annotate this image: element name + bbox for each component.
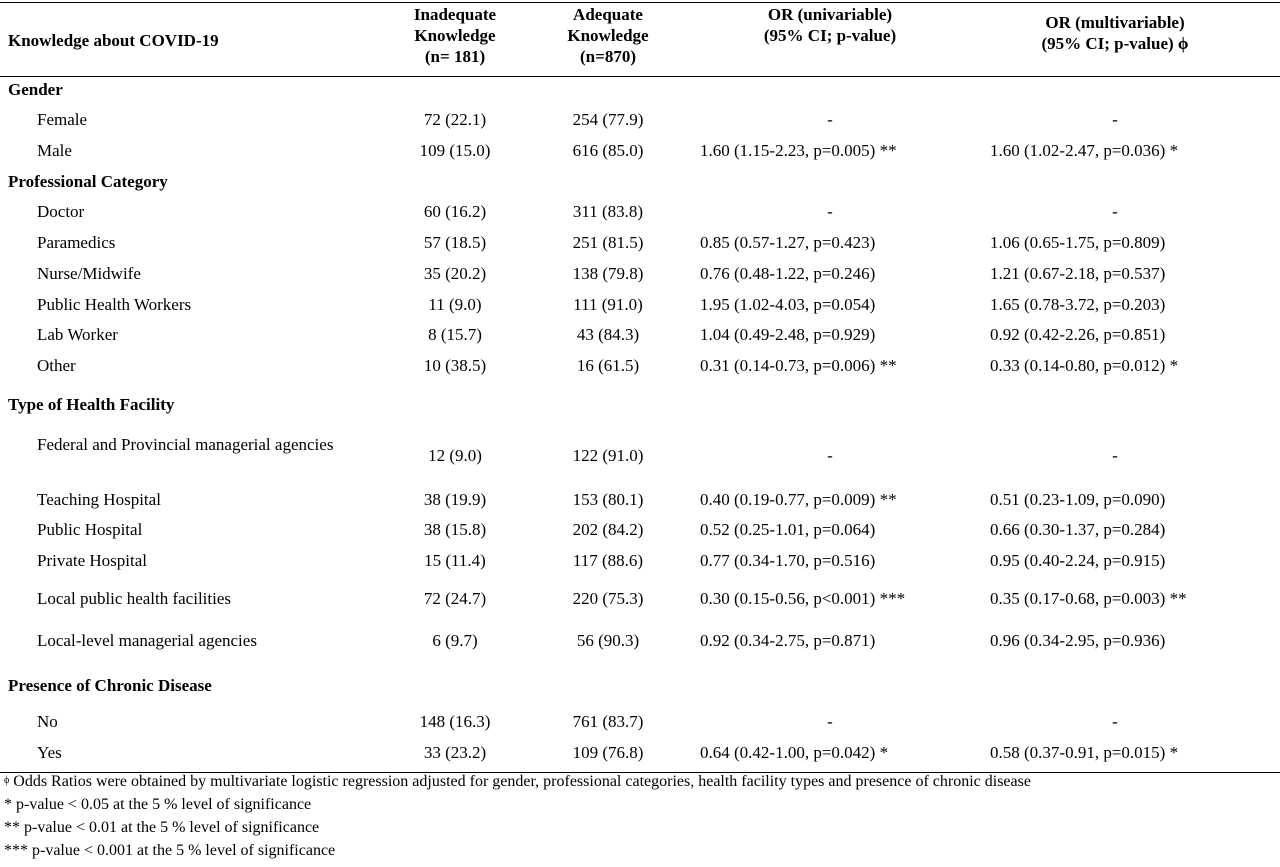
header-knowledge: Knowledge about COVID-19 <box>8 31 219 50</box>
row-label: No <box>37 712 58 731</box>
or-univariable-cell: 0.77 (0.34-1.70, p=0.516) <box>700 551 876 570</box>
table-top-rule <box>0 2 1280 3</box>
inadequate-cell: 72 (22.1) <box>423 110 487 129</box>
header-bottom-rule <box>0 76 1280 77</box>
or-univariable-cell: 0.64 (0.42-1.00, p=0.042) * <box>700 743 889 762</box>
or-multivariable-cell: - <box>1112 110 1118 129</box>
row-label: Other <box>37 356 76 375</box>
or-univariable-cell: 0.92 (0.34-2.75, p=0.871) <box>700 631 876 650</box>
row-label: Local-level managerial agencies <box>37 631 257 650</box>
or-multivariable-cell: - <box>1112 712 1118 731</box>
footnote-single-star: * p-value < 0.05 at the 5 % level of sig… <box>4 796 312 813</box>
or-univariable-cell: - <box>827 202 833 221</box>
inadequate-cell: 38 (19.9) <box>423 490 487 509</box>
row-label: Doctor <box>37 202 85 221</box>
adequate-cell: 254 (77.9) <box>572 110 644 129</box>
adequate-cell: 311 (83.8) <box>572 202 644 221</box>
row-label: Yes <box>37 743 62 762</box>
adequate-cell: 220 (75.3) <box>572 589 644 608</box>
row-label: Paramedics <box>37 233 116 252</box>
footnote-triple-star: *** p-value < 0.001 at the 5 % level of … <box>4 842 336 859</box>
header-inadequate: Inadequate Knowledge (n= 181) <box>413 5 497 66</box>
row-label: Public Hospital <box>37 520 143 539</box>
or-univariable-cell: 1.95 (1.02-4.03, p=0.054) <box>700 295 876 314</box>
inadequate-cell: 72 (24.7) <box>423 589 487 608</box>
inadequate-cell: 15 (11.4) <box>424 551 486 570</box>
or-multivariable-cell: 1.21 (0.67-2.18, p=0.537) <box>990 264 1166 283</box>
row-label: Private Hospital <box>37 551 148 570</box>
adequate-cell: 111 (91.0) <box>573 295 643 314</box>
adequate-cell: 202 (84.2) <box>572 520 644 539</box>
or-univariable-cell: - <box>827 110 833 129</box>
adequate-cell: 251 (81.5) <box>572 233 644 252</box>
or-univariable-cell: 0.52 (0.25-1.01, p=0.064) <box>700 520 876 539</box>
adequate-cell: 16 (61.5) <box>576 356 640 375</box>
or-univariable-cell: - <box>827 446 833 465</box>
or-multivariable-cell: 0.33 (0.14-0.80, p=0.012) * <box>990 356 1179 375</box>
or-multivariable-cell: 0.66 (0.30-1.37, p=0.284) <box>990 520 1166 539</box>
or-multivariable-cell: 0.92 (0.42-2.26, p=0.851) <box>990 325 1166 344</box>
or-multivariable-cell: 1.65 (0.78-3.72, p=0.203) <box>990 295 1166 314</box>
footnotes: ϕ Odds Ratios were obtained by multivari… <box>4 770 1031 862</box>
adequate-cell: 56 (90.3) <box>576 631 640 650</box>
or-multivariable-cell: 0.95 (0.40-2.24, p=0.915) <box>990 551 1166 570</box>
section-label: Professional Category <box>8 172 168 191</box>
adequate-cell: 616 (85.0) <box>572 141 644 160</box>
section-label: Type of Health Facility <box>8 395 175 414</box>
footnote-phi: ϕ Odds Ratios were obtained by multivari… <box>4 773 1031 790</box>
inadequate-cell: 11 (9.0) <box>428 295 482 314</box>
inadequate-cell: 10 (38.5) <box>423 356 487 375</box>
adequate-cell: 117 (88.6) <box>572 551 644 570</box>
section-label: Presence of Chronic Disease <box>8 676 212 695</box>
row-label: Male <box>37 141 72 160</box>
inadequate-cell: 12 (9.0) <box>428 446 482 465</box>
inadequate-cell: 60 (16.2) <box>423 202 487 221</box>
row-label: Nurse/Midwife <box>37 264 141 283</box>
inadequate-cell: 35 (20.2) <box>423 264 487 283</box>
inadequate-cell: 109 (15.0) <box>419 141 491 160</box>
section-label: Gender <box>8 80 63 99</box>
or-univariable-cell: 1.60 (1.15-2.23, p=0.005) ** <box>700 141 897 160</box>
inadequate-cell: 8 (15.7) <box>428 325 482 344</box>
adequate-cell: 138 (79.8) <box>572 264 644 283</box>
row-label: Public Health Workers <box>37 295 192 314</box>
or-multivariable-cell: 0.96 (0.34-2.95, p=0.936) <box>990 631 1166 650</box>
or-multivariable-cell: 1.60 (1.02-2.47, p=0.036) * <box>990 141 1179 160</box>
header-or-multivariable: OR (multivariable) (95% CI; p-value) ϕ <box>1041 13 1189 53</box>
table-bottom-rule <box>0 772 1280 773</box>
footnote-double-star: ** p-value < 0.01 at the 5 % level of si… <box>4 819 320 836</box>
inadequate-cell: 33 (23.2) <box>423 743 487 762</box>
adequate-cell: 122 (91.0) <box>572 446 644 465</box>
adequate-cell: 153 (80.1) <box>572 490 644 509</box>
inadequate-cell: 6 (9.7) <box>432 631 478 650</box>
or-univariable-cell: 0.85 (0.57-1.27, p=0.423) <box>700 233 876 252</box>
adequate-cell: 761 (83.7) <box>572 712 644 731</box>
or-univariable-cell: - <box>827 712 833 731</box>
row-label: Lab Worker <box>37 325 118 344</box>
row-label: Federal and Provincial managerial agenci… <box>37 435 334 454</box>
header-adequate: Adequate Knowledge (n=870) <box>567 5 649 66</box>
or-multivariable-cell: 1.06 (0.65-1.75, p=0.809) <box>990 233 1166 252</box>
or-multivariable-cell: 0.58 (0.37-0.91, p=0.015) * <box>990 743 1179 762</box>
adequate-cell: 43 (84.3) <box>576 325 640 344</box>
inadequate-cell: 148 (16.3) <box>419 712 491 731</box>
adequate-cell: 109 (76.8) <box>572 743 644 762</box>
header-or-univariable: OR (univariable) (95% CI; p-value) <box>763 5 897 45</box>
row-label: Local public health facilities <box>37 589 232 608</box>
row-label: Teaching Hospital <box>37 490 161 509</box>
or-univariable-cell: 0.76 (0.48-1.22, p=0.246) <box>700 264 876 283</box>
inadequate-cell: 38 (15.8) <box>423 520 487 539</box>
or-multivariable-cell: 0.35 (0.17-0.68, p=0.003) ** <box>990 589 1187 608</box>
or-univariable-cell: 0.30 (0.15-0.56, p<0.001) *** <box>700 589 906 608</box>
or-univariable-cell: 0.40 (0.19-0.77, p=0.009) ** <box>700 490 897 509</box>
or-multivariable-cell: - <box>1112 202 1118 221</box>
or-univariable-cell: 1.04 (0.49-2.48, p=0.929) <box>700 325 876 344</box>
row-label: Female <box>37 110 88 129</box>
or-univariable-cell: 0.31 (0.14-0.73, p=0.006) ** <box>700 356 897 375</box>
inadequate-cell: 57 (18.5) <box>423 233 487 252</box>
or-multivariable-cell: 0.51 (0.23-1.09, p=0.090) <box>990 490 1166 509</box>
or-multivariable-cell: - <box>1112 446 1118 465</box>
